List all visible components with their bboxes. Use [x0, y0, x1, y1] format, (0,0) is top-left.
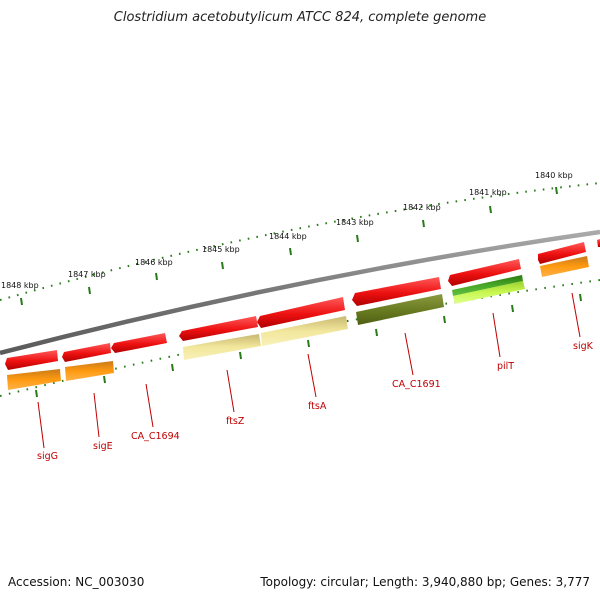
kbp-label: 1848 kbp: [1, 281, 39, 290]
inner-scale-track: [0, 279, 600, 398]
gene-CA_C1694-cds[interactable]: [111, 333, 167, 353]
kbp-label: 1846 kbp: [135, 258, 173, 267]
gene-label-CA_C1691[interactable]: CA_C1691: [392, 379, 441, 390]
gene-label-ftsA[interactable]: ftsA: [308, 401, 327, 412]
gene-pilT-cds[interactable]: [448, 259, 521, 286]
gene-label-sigK[interactable]: sigK: [573, 341, 594, 352]
gene-ftsZ-cds[interactable]: [179, 316, 258, 341]
major-tick: [221, 261, 224, 270]
minor-major-tick: [579, 293, 582, 302]
minor-major-tick: [443, 315, 446, 324]
gene-ftsZ-category[interactable]: [183, 334, 261, 360]
genome-backbone: [0, 229, 600, 356]
gene-sigK-category[interactable]: [540, 256, 589, 277]
kbp-label: 1843 kbp: [336, 218, 374, 227]
major-tick: [88, 286, 91, 295]
major-tick: [422, 219, 425, 228]
gene-CA_C1691-cds[interactable]: [352, 277, 441, 306]
kbp-label: 1845 kbp: [202, 245, 240, 254]
gene-label-pilT[interactable]: pilT: [497, 361, 514, 372]
minor-major-tick: [375, 328, 378, 337]
topology-text: Topology: circular; Length: 3,940,880 bp…: [260, 575, 590, 589]
kbp-label: 1841 kbp: [469, 188, 507, 197]
gene-ftsA-category[interactable]: [261, 316, 348, 346]
gene-CA_C1691-category[interactable]: [356, 294, 444, 325]
gene-label-sigG[interactable]: sigG: [37, 451, 58, 462]
gene-pilT-category-green[interactable]: [452, 275, 523, 296]
category-features[interactable]: [7, 256, 589, 390]
minor-major-tick: [511, 304, 514, 313]
major-tick: [555, 186, 558, 195]
outer-scale-track: [0, 182, 600, 301]
gene-sigG-category[interactable]: [7, 369, 61, 390]
gene-ftsA-cds[interactable]: [257, 297, 345, 328]
cds-features[interactable]: [5, 239, 600, 370]
gene-labels: sigG sigE CA_C1694 ftsZ ftsA CA_C1691 pi…: [37, 341, 594, 462]
kbp-label: 1847 kbp: [68, 270, 106, 279]
gene-label-CA_C1694[interactable]: CA_C1694: [131, 431, 180, 442]
major-tick: [489, 205, 492, 214]
minor-major-tick: [171, 363, 174, 372]
gene-label-sigE[interactable]: sigE: [93, 441, 113, 452]
major-tick: [20, 297, 23, 306]
minor-major-tick: [239, 351, 242, 360]
kbp-label: 1844 kbp: [269, 232, 307, 241]
minor-major-tick: [307, 339, 310, 348]
minor-major-tick: [103, 375, 106, 384]
kbp-label: 1840 kbp: [535, 171, 573, 180]
gene-pilT-category-lime[interactable]: [453, 281, 525, 304]
kbp-ticks: 1840 kbp 1841 kbp 1842 kbp 1843 kbp 1844…: [1, 171, 573, 306]
gene-edge-cds[interactable]: [597, 239, 600, 247]
gene-sigK-cds[interactable]: [538, 242, 586, 264]
gene-sigG-cds[interactable]: [5, 350, 58, 370]
minor-major-tick: [35, 389, 38, 398]
major-tick: [356, 234, 359, 243]
gene-label-ftsZ[interactable]: ftsZ: [226, 416, 245, 427]
gene-sigE-cds[interactable]: [62, 343, 111, 362]
accession-text: Accession: NC_003030: [8, 575, 145, 589]
gene-sigE-category[interactable]: [65, 361, 114, 381]
major-tick: [289, 247, 292, 256]
kbp-label: 1842 kbp: [403, 203, 441, 212]
major-tick: [155, 272, 158, 281]
gene-leader-lines: [37, 292, 581, 449]
map-title: Clostridium acetobutylicum ATCC 824, com…: [113, 10, 487, 25]
